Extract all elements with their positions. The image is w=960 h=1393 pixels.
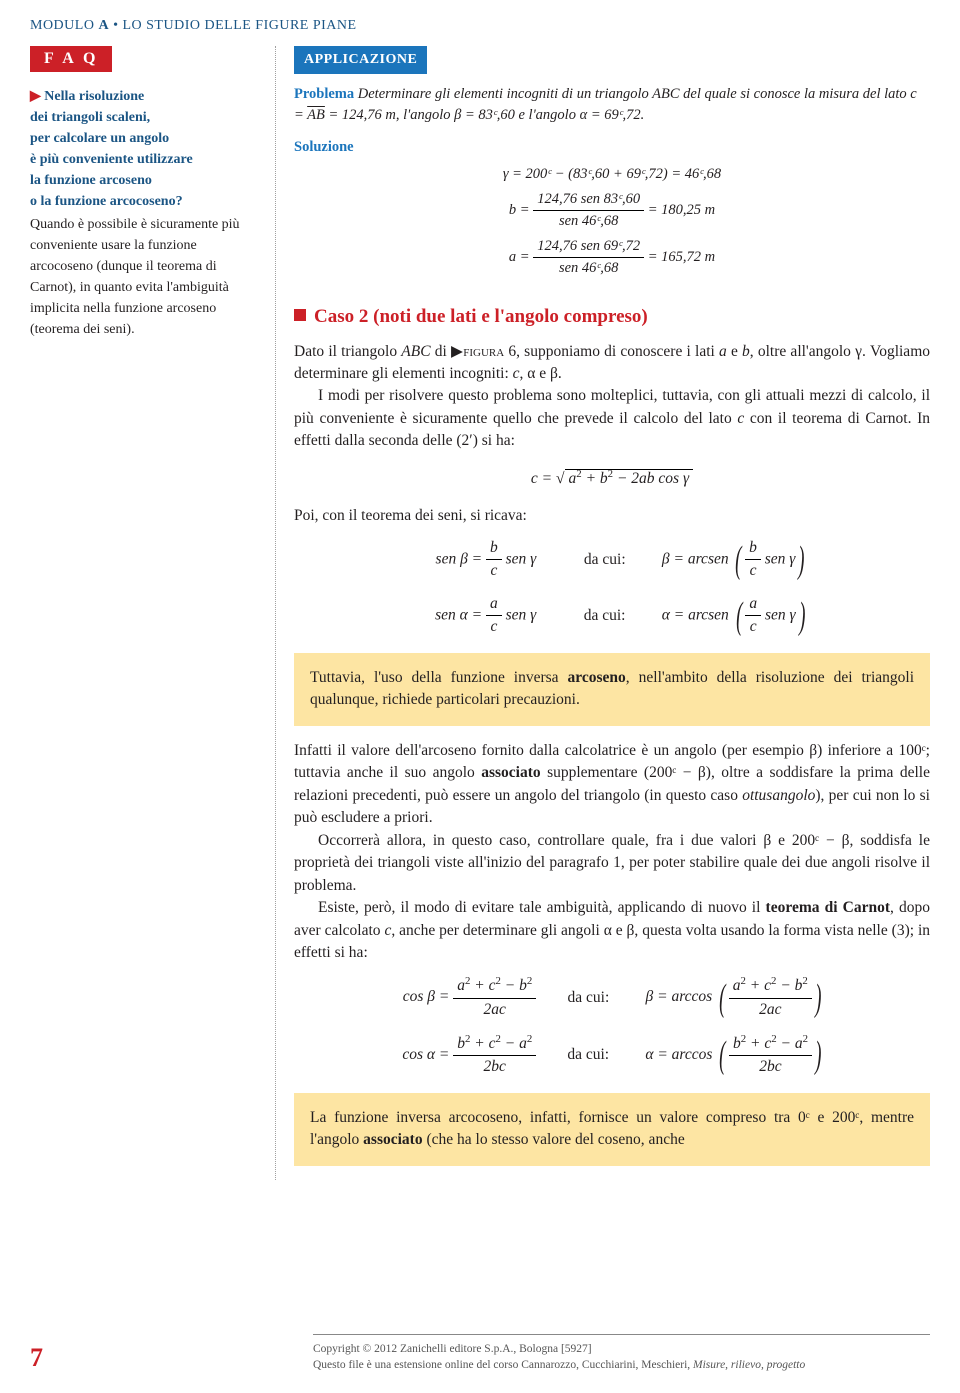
red-square-icon	[294, 309, 306, 321]
faq-answer: Quando è possibile è sicuramente più con…	[30, 214, 259, 340]
eq-a-den: sen 46ᶜ,68	[533, 258, 644, 279]
faq-q4: è più conveniente utilizzare	[30, 152, 193, 167]
eq-cos-beta: cos β = a2 + c2 − b22ac da cui: β = arcc…	[294, 974, 930, 1021]
faq-column: F A Q ▶ Nella risoluzione dei triangoli …	[30, 46, 276, 1180]
case2-poi: Poi, con il teorema dei seni, si ricava:	[294, 505, 930, 527]
problema-text2: = 124,76 m, l'angolo β = 83ᶜ,60 e l'ango…	[329, 107, 645, 123]
eq-b-lhs: b =	[509, 202, 530, 218]
header-modulo: MODULO	[30, 18, 94, 33]
eq-a: a = 124,76 sen 69ᶜ,72 sen 46ᶜ,68 = 165,7…	[294, 236, 930, 279]
header-letter: A	[98, 18, 109, 33]
eq-sen-alpha: sen α = ac sen γ da cui: α = arcsen (ac …	[294, 593, 930, 639]
problema-ab: AB	[307, 107, 325, 123]
applicazione-tag: APPLICAZIONE	[294, 46, 427, 74]
case2-title: Caso 2 (noti due lati e l'angolo compres…	[294, 303, 930, 331]
faq-tag: F A Q	[30, 46, 112, 72]
faq-q6: o la funzione arcocoseno?	[30, 194, 183, 209]
main-content: APPLICAZIONE Problema Determinare gli el…	[294, 46, 930, 1180]
eq-b-rhs: = 180,25 m	[648, 202, 715, 218]
header-title: LO STUDIO DELLE FIGURE PIANE	[122, 18, 356, 33]
faq-q2: dei triangoli scaleni,	[30, 110, 150, 125]
faq-arrow-icon: ▶	[30, 89, 41, 104]
page-header: MODULO A • LO STUDIO DELLE FIGURE PIANE	[0, 0, 960, 46]
eq-sen-beta: sen β = bc sen γ da cui: β = arcsen (bc …	[294, 537, 930, 583]
faq-q1: Nella risoluzione	[44, 89, 144, 104]
soluzione-label: Soluzione	[294, 137, 930, 158]
page-footer: 7 Copyright © 2012 Zanichelli editore S.…	[30, 1334, 930, 1373]
highlight-1: Tuttavia, l'uso della funzione inversa a…	[294, 653, 930, 726]
eq-b: b = 124,76 sen 83ᶜ,60 sen 46ᶜ,68 = 180,2…	[294, 189, 930, 232]
faq-q5: la funzione arcoseno	[30, 173, 152, 188]
problema-block: Problema Determinare gli elementi incogn…	[294, 84, 930, 125]
eq-cos-alpha: cos α = b2 + c2 − a22bc da cui: α = arcc…	[294, 1032, 930, 1079]
eq-a-rhs: = 165,72 m	[648, 249, 715, 265]
case2-p1: Dato il triangolo ABC di ▶figura 6, supp…	[294, 341, 930, 453]
copyright: Copyright © 2012 Zanichelli editore S.p.…	[313, 1334, 930, 1373]
page-number: 7	[30, 1343, 43, 1373]
case2-title-text: Caso 2 (noti due lati e l'angolo compres…	[314, 306, 648, 327]
eq-b-den: sen 46ᶜ,68	[533, 211, 644, 232]
eq-a-num: 124,76 sen 69ᶜ,72	[533, 236, 644, 258]
highlight-2: La funzione inversa arcocoseno, infatti,…	[294, 1093, 930, 1166]
faq-q3: per calcolare un angolo	[30, 131, 169, 146]
faq-body: ▶ Nella risoluzione dei triangoli scalen…	[30, 86, 259, 340]
eq-c: c = √a2 + b2 − 2ab cos γ	[294, 467, 930, 491]
problema-label: Problema	[294, 86, 354, 102]
eq-gamma: γ = 200ᶜ − (83ᶜ,60 + 69ᶜ,72) = 46ᶜ,68	[294, 164, 930, 185]
eq-b-num: 124,76 sen 83ᶜ,60	[533, 189, 644, 211]
header-bullet: •	[113, 18, 118, 33]
eq-a-lhs: a =	[509, 249, 530, 265]
case2-p3: Infatti il valore dell'arcoseno fornito …	[294, 740, 930, 965]
